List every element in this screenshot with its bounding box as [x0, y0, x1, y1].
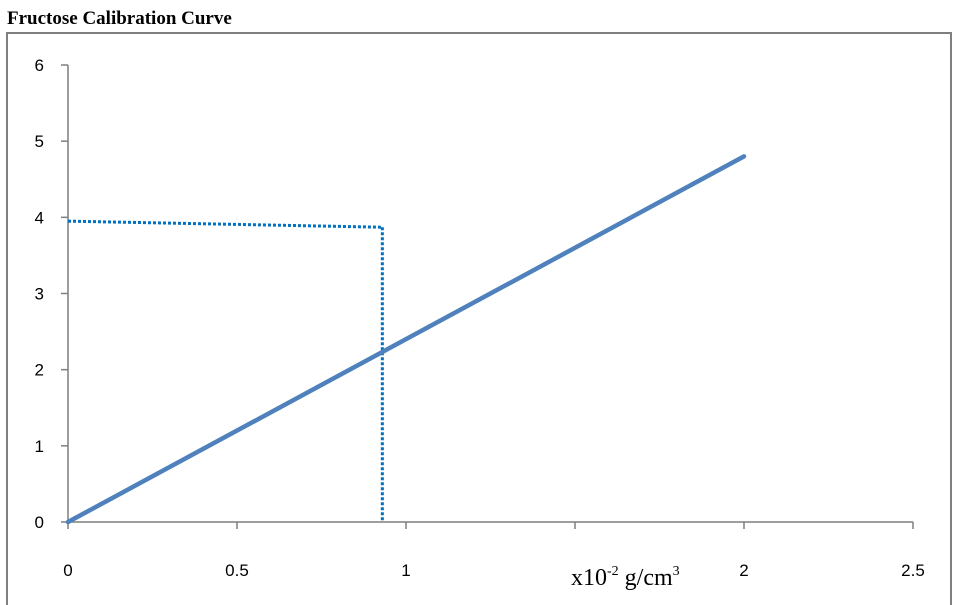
unit-prefix: x10 — [571, 565, 607, 591]
y-tick-label: 3 — [35, 285, 44, 304]
y-tick-label: 4 — [35, 208, 44, 227]
x-tick-label: 0 — [63, 561, 72, 580]
x-tick-label: 0.5 — [225, 561, 249, 580]
chart-frame — [6, 32, 952, 605]
x-tick-label: 2 — [739, 561, 748, 580]
x-tick-label: 1 — [401, 561, 410, 580]
x-tick-label: 2.5 — [901, 561, 925, 580]
tick-labels: 0 1 2 3 4 5 6 0 0.5 1 2 2.5 — [35, 56, 925, 580]
y-tick-label: 1 — [35, 437, 44, 456]
axes — [61, 64, 914, 529]
calibration-line — [65, 154, 747, 525]
y-tick-label: 5 — [35, 132, 44, 151]
unit-name: g/cm — [618, 565, 673, 591]
y-tick-label: 2 — [35, 361, 44, 380]
x-axis-unit-label: x10-2 g/cm3 — [571, 564, 682, 592]
y-tick-label: 6 — [35, 56, 44, 75]
reference-line — [67, 219, 383, 229]
unit-name-exponent: 3 — [672, 564, 680, 579]
reference-lines — [67, 219, 384, 522]
chart-title: Fructose Calibration Curve — [7, 8, 232, 29]
series — [65, 154, 747, 525]
y-tick-label: 0 — [35, 513, 44, 532]
unit-exponent: -2 — [607, 564, 619, 579]
